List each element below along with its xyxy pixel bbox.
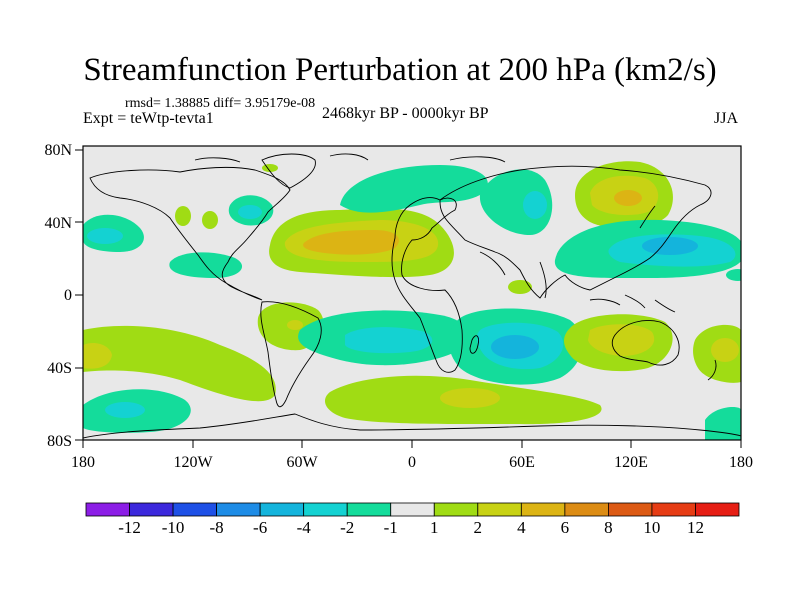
anomaly-negative	[345, 327, 433, 354]
colorbar	[85, 502, 740, 517]
colorbar-label: 2	[474, 518, 483, 537]
arctic-coastline	[194, 153, 506, 163]
colorbar-box	[608, 502, 653, 517]
anomaly-negative	[238, 205, 262, 219]
lon-tick-label: 180	[729, 454, 753, 471]
antarctica-coastline	[83, 413, 741, 439]
anomaly-negative	[726, 269, 741, 281]
anomaly-positive	[440, 388, 500, 408]
colorbar-label: -1	[384, 518, 398, 537]
colorbar-box	[303, 502, 348, 517]
anomaly-positive	[614, 190, 642, 206]
lon-tick-label: 60E	[509, 454, 535, 471]
anomaly-positive	[508, 280, 532, 294]
colorbar-label: -2	[340, 518, 354, 537]
colorbar-box	[172, 502, 217, 517]
anomaly-negative	[105, 402, 145, 418]
colorbar-label: 4	[517, 518, 526, 537]
japan-coastline	[639, 205, 656, 229]
anomaly-positive	[711, 338, 739, 362]
anomaly-negative	[87, 228, 123, 244]
colorbar-label: -6	[253, 518, 267, 537]
chart-title: Streamfunction Perturbation at 200 hPa (…	[83, 52, 717, 88]
colorbar-box	[651, 502, 696, 517]
australia-coastline	[611, 320, 680, 366]
anomaly-positive	[83, 325, 276, 402]
colorbar-label: 12	[687, 518, 704, 537]
lon-axis: 180 120W 60W 0 60E 120E 180	[71, 440, 753, 471]
lat-tick-label: 0	[64, 287, 72, 304]
colorbar-box	[216, 502, 261, 517]
lon-tick-label: 60W	[286, 454, 318, 471]
anomaly-negative	[491, 335, 539, 359]
colorbar-box	[477, 502, 522, 517]
lon-tick-label: 120E	[614, 454, 648, 471]
africa-europe-coastline	[391, 197, 463, 373]
anomaly-positive	[202, 211, 218, 229]
colorbar-box	[129, 502, 174, 517]
lon-tick-label: 0	[408, 454, 416, 471]
anomaly-positive	[303, 230, 399, 255]
colorbar-label: 8	[604, 518, 613, 537]
anomaly-negative	[642, 237, 698, 255]
anomaly-positive	[175, 206, 191, 226]
lat-tick-label: 40N	[44, 215, 72, 232]
anomaly-positive	[588, 324, 655, 356]
indonesia-coastline	[589, 294, 676, 313]
south-asia-coastline	[479, 251, 547, 299]
colorbar-box	[346, 502, 392, 517]
colorbar-box	[85, 502, 130, 517]
colorbar-box	[259, 502, 305, 517]
period-label: 2468kyr BP - 0000kyr BP	[322, 105, 489, 122]
colorbar-label: -10	[162, 518, 185, 537]
anomaly-positive	[83, 343, 112, 369]
coastlines	[83, 153, 741, 439]
colorbar-box	[390, 502, 435, 517]
anomaly-positive	[287, 320, 303, 330]
rmsd-diff-stats: rmsd= 1.38885 diff= 3.95179e-08	[125, 96, 316, 111]
colorbar-label: -8	[210, 518, 224, 537]
season-label: JJA	[714, 110, 739, 127]
north-america-coastline	[89, 166, 291, 301]
lon-tick-label: 180	[71, 454, 95, 471]
colorbar-box	[520, 502, 566, 517]
colorbar-box	[433, 502, 479, 517]
colorbar-label: -4	[297, 518, 312, 537]
asia-coastline	[439, 165, 712, 299]
anomaly-negative	[523, 191, 547, 219]
lat-tick-label: 80N	[44, 142, 72, 159]
greenland-coastline	[261, 153, 316, 189]
colorbar-label: 1	[430, 518, 439, 537]
colorbar-label: -12	[118, 518, 141, 537]
colorbar-label: 10	[643, 518, 660, 537]
madagascar-coastline	[469, 335, 479, 354]
anomaly-negative	[340, 165, 488, 213]
colorbar-label: 6	[561, 518, 570, 537]
south-america-coastline	[260, 301, 322, 408]
colorbar-box	[564, 502, 609, 517]
lat-tick-label: 80S	[47, 433, 72, 450]
experiment-label: Expt = teWtp-tevta1	[83, 110, 214, 127]
lon-tick-label: 120W	[173, 454, 213, 471]
lat-tick-label: 40S	[47, 360, 72, 377]
colorbar-labels: -12 -10 -8 -6 -4 -2 -1 1 2 4 6 8 10 12	[118, 518, 704, 537]
colorbar-box	[695, 502, 740, 517]
new-zealand-coastline	[707, 359, 717, 381]
lat-axis: 80N 40N 0 40S 80S	[44, 142, 83, 450]
